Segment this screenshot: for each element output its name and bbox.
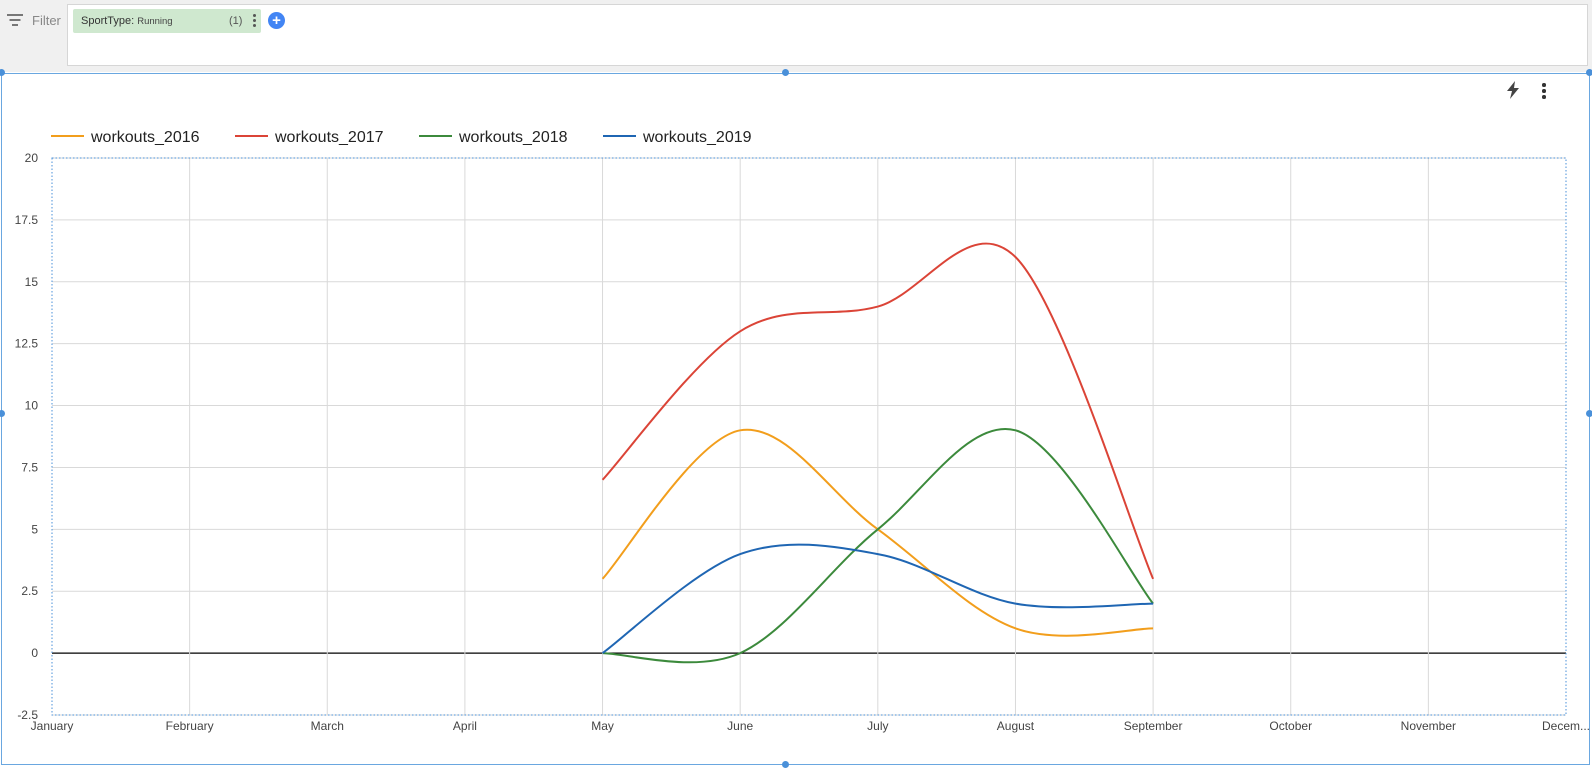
filter-chip-field: SportType: Running: [81, 15, 173, 27]
resize-handle-top[interactable]: [782, 69, 789, 76]
filter-chip-value: Running: [137, 16, 173, 27]
series-line-workouts_2017[interactable]: [601, 242, 1155, 580]
y-tick-label: 15: [25, 275, 39, 289]
chart-legend: workouts_2016 workouts_2017 workouts_2018 w…: [51, 129, 752, 146]
chart-grid: [51, 157, 1567, 716]
x-tick-label: July: [867, 719, 888, 733]
x-tick-label: February: [166, 719, 214, 733]
plot-area-border: [51, 157, 1567, 716]
legend-item-workouts_2017[interactable]: workouts_2017: [274, 129, 384, 146]
x-tick-label: September: [1124, 719, 1183, 733]
x-tick-label: Decem...: [1542, 719, 1590, 733]
filter-icon: [7, 14, 23, 26]
chip-menu-icon[interactable]: [253, 14, 257, 29]
x-tick-label: August: [997, 719, 1035, 733]
y-tick-label: 5: [31, 522, 38, 536]
y-tick-label: 12.5: [15, 337, 39, 351]
resize-handle-left[interactable]: [0, 410, 5, 417]
x-tick-label: November: [1401, 719, 1456, 733]
bolt-icon[interactable]: [1506, 81, 1520, 99]
y-tick-label: 7.5: [21, 460, 38, 474]
x-axis-ticks: January February March April May June July Augu…: [31, 719, 1590, 733]
y-tick-label: 10: [25, 399, 39, 413]
plus-icon: +: [272, 12, 281, 29]
y-tick-label: 20: [25, 151, 39, 165]
add-filter-button[interactable]: +: [268, 12, 285, 29]
x-tick-label: October: [1269, 719, 1312, 733]
legend-item-workouts_2018[interactable]: workouts_2018: [458, 129, 568, 146]
x-tick-label: March: [311, 719, 344, 733]
filter-toggle[interactable]: Filter: [7, 11, 61, 29]
y-tick-label: 17.5: [15, 213, 39, 227]
filter-box[interactable]: SportType: Running (1) +: [67, 4, 1588, 66]
y-tick-label: -2.5: [17, 708, 38, 722]
series-line-workouts_2016[interactable]: [601, 428, 1154, 637]
resize-handle-right[interactable]: [1586, 410, 1592, 417]
series-line-workouts_2019[interactable]: [601, 543, 1154, 654]
legend-item-workouts_2019[interactable]: workouts_2019: [642, 129, 752, 146]
filter-chip-sporttype[interactable]: SportType: Running (1): [73, 9, 261, 33]
chart-panel[interactable]: [1, 73, 1590, 765]
x-tick-label: January: [31, 719, 74, 733]
y-axis-ticks: 20 17.5 15 12.5 10 7.5 5 2.5 0 -2.5: [15, 151, 39, 722]
filter-bar: Filter SportType: Running (1) +: [0, 0, 1592, 72]
x-tick-label: June: [727, 719, 753, 733]
y-tick-label: 2.5: [21, 584, 38, 598]
filter-label: Filter: [32, 12, 61, 28]
resize-handle-top-left[interactable]: [0, 69, 5, 76]
chart-series: [601, 242, 1155, 664]
series-line-workouts_2018[interactable]: [602, 427, 1154, 664]
resize-handle-top-right[interactable]: [1586, 69, 1592, 76]
more-vert-icon[interactable]: [1542, 83, 1546, 99]
legend-item-workouts_2016[interactable]: workouts_2016: [90, 129, 200, 146]
x-tick-label: April: [453, 719, 477, 733]
filter-chip-count: (1): [229, 15, 243, 27]
resize-handle-bottom[interactable]: [782, 761, 789, 768]
x-tick-label: May: [591, 719, 614, 733]
y-tick-label: 0: [31, 646, 38, 660]
